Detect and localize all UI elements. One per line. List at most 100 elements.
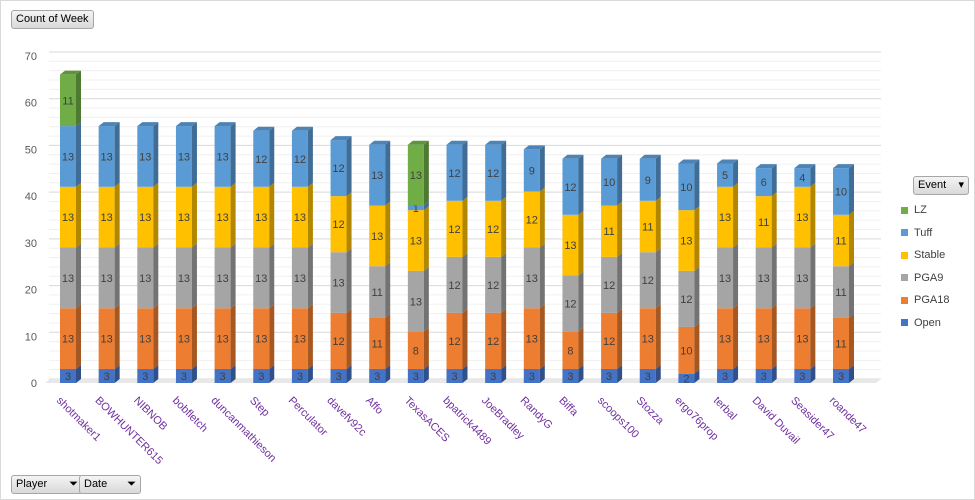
bar-segment-pga18[interactable] bbox=[523, 308, 540, 369]
bar-segment-open[interactable] bbox=[407, 368, 424, 383]
bar-segment-lz[interactable] bbox=[60, 74, 76, 127]
bar-segment-tuff[interactable] bbox=[485, 144, 502, 201]
bar-segment-stable[interactable] bbox=[794, 186, 811, 248]
bar-segment-stable[interactable] bbox=[369, 205, 386, 267]
bar-segment-pga9[interactable] bbox=[639, 252, 656, 309]
legend-field-button[interactable]: Event ▾ bbox=[913, 176, 969, 195]
bar-segment-open[interactable] bbox=[253, 368, 270, 383]
bar-segment-open[interactable] bbox=[485, 368, 502, 383]
bar-segment-pga18[interactable] bbox=[794, 308, 811, 369]
bar-segment-tuff[interactable] bbox=[446, 144, 463, 201]
bar-segment-pga9[interactable] bbox=[214, 247, 231, 309]
bar-segment-pga18[interactable] bbox=[562, 331, 579, 369]
bar-segment-open[interactable] bbox=[523, 368, 540, 383]
bar-segment-pga9[interactable] bbox=[446, 256, 463, 313]
bar-segment-open[interactable] bbox=[60, 368, 76, 383]
player-filter-button[interactable]: Player ⏷ bbox=[11, 475, 83, 494]
bar-segment-stable[interactable] bbox=[833, 214, 849, 267]
bar-segment-pga9[interactable] bbox=[678, 270, 695, 327]
bar-segment-pga9[interactable] bbox=[175, 247, 192, 309]
bar-segment-pga18[interactable] bbox=[330, 312, 347, 369]
bar-segment-stable[interactable] bbox=[175, 186, 192, 248]
bar-segment-pga9[interactable] bbox=[369, 266, 386, 318]
bar-segment-open[interactable] bbox=[794, 368, 811, 383]
bar-segment-stable[interactable] bbox=[253, 186, 270, 248]
bar-segment-tuff[interactable] bbox=[407, 205, 424, 211]
bar-segment-open[interactable] bbox=[562, 368, 579, 383]
bar-segment-stable[interactable] bbox=[601, 205, 618, 257]
bar-segment-tuff[interactable] bbox=[794, 168, 811, 187]
bar-segment-stable[interactable] bbox=[446, 200, 463, 257]
bar-segment-open[interactable] bbox=[137, 368, 154, 383]
bar-segment-stable[interactable] bbox=[523, 191, 540, 248]
bar-segment-tuff[interactable] bbox=[253, 130, 270, 187]
bar-segment-pga18[interactable] bbox=[833, 317, 849, 369]
bar-segment-stable[interactable] bbox=[60, 186, 76, 248]
bar-segment-pga18[interactable] bbox=[369, 317, 386, 369]
bar-segment-pga18[interactable] bbox=[253, 308, 270, 369]
bar-segment-tuff[interactable] bbox=[601, 158, 618, 206]
bar-segment-tuff[interactable] bbox=[60, 126, 76, 187]
bar-segment-pga18[interactable] bbox=[601, 312, 618, 369]
bar-segment-pga9[interactable] bbox=[601, 256, 618, 313]
bar-segment-pga9[interactable] bbox=[98, 247, 115, 309]
bar-segment-tuff[interactable] bbox=[291, 130, 308, 187]
bar-segment-open[interactable] bbox=[175, 368, 192, 383]
bar-segment-tuff[interactable] bbox=[755, 168, 772, 197]
bar-segment-pga18[interactable] bbox=[98, 308, 115, 369]
bar-segment-tuff[interactable] bbox=[678, 163, 695, 211]
bar-segment-stable[interactable] bbox=[137, 186, 154, 248]
bar-segment-open[interactable] bbox=[369, 368, 386, 383]
bar-segment-stable[interactable] bbox=[214, 186, 231, 248]
bar-segment-tuff[interactable] bbox=[330, 140, 347, 197]
bar-segment-open[interactable] bbox=[291, 368, 308, 383]
bar-segment-pga9[interactable] bbox=[717, 247, 734, 309]
bar-segment-pga18[interactable] bbox=[291, 308, 308, 369]
bar-segment-tuff[interactable] bbox=[175, 126, 192, 187]
bar-segment-open[interactable] bbox=[446, 368, 463, 383]
bar-segment-tuff[interactable] bbox=[833, 168, 849, 215]
bar-segment-open[interactable] bbox=[833, 368, 849, 383]
bar-segment-open[interactable] bbox=[639, 368, 656, 383]
bar-segment-tuff[interactable] bbox=[214, 126, 231, 187]
bar-segment-pga18[interactable] bbox=[639, 308, 656, 369]
bar-segment-pga9[interactable] bbox=[407, 270, 424, 332]
bar-segment-tuff[interactable] bbox=[523, 149, 540, 192]
bar-segment-open[interactable] bbox=[717, 368, 734, 383]
bar-segment-pga18[interactable] bbox=[60, 308, 76, 369]
bar-segment-pga18[interactable] bbox=[137, 308, 154, 369]
bar-segment-tuff[interactable] bbox=[137, 126, 154, 187]
bar-segment-pga18[interactable] bbox=[214, 308, 231, 369]
bar-segment-stable[interactable] bbox=[639, 200, 656, 253]
bar-segment-open[interactable] bbox=[755, 368, 772, 383]
bar-segment-stable[interactable] bbox=[485, 200, 502, 257]
bar-segment-stable[interactable] bbox=[717, 186, 734, 248]
bar-segment-pga18[interactable] bbox=[717, 308, 734, 369]
bar-segment-stable[interactable] bbox=[98, 186, 115, 248]
bar-segment-stable[interactable] bbox=[330, 196, 347, 253]
bar-segment-stable[interactable] bbox=[562, 214, 579, 276]
bar-segment-pga9[interactable] bbox=[485, 256, 502, 313]
bar-segment-pga18[interactable] bbox=[485, 312, 502, 369]
bar-segment-open[interactable] bbox=[601, 368, 618, 383]
bar-segment-pga9[interactable] bbox=[137, 247, 154, 309]
values-field-button[interactable]: Count of Week bbox=[11, 10, 94, 29]
bar-segment-open[interactable] bbox=[330, 368, 347, 383]
bar-segment-stable[interactable] bbox=[407, 210, 424, 271]
bar-segment-tuff[interactable] bbox=[639, 158, 656, 201]
bar-segment-tuff[interactable] bbox=[717, 163, 734, 187]
bar-segment-pga18[interactable] bbox=[678, 326, 695, 374]
bar-segment-stable[interactable] bbox=[678, 210, 695, 271]
bar-segment-pga9[interactable] bbox=[755, 247, 772, 309]
bar-segment-pga9[interactable] bbox=[833, 266, 849, 318]
bar-segment-open[interactable] bbox=[98, 368, 115, 383]
bar-segment-tuff[interactable] bbox=[369, 144, 386, 206]
bar-segment-tuff[interactable] bbox=[562, 158, 579, 215]
bar-segment-pga9[interactable] bbox=[523, 247, 540, 309]
bar-segment-open[interactable] bbox=[214, 368, 231, 383]
bar-segment-pga9[interactable] bbox=[330, 252, 347, 313]
bar-segment-pga18[interactable] bbox=[175, 308, 192, 369]
bar-segment-pga18[interactable] bbox=[446, 312, 463, 369]
bar-segment-lz[interactable] bbox=[407, 144, 424, 206]
bar-segment-pga9[interactable] bbox=[253, 247, 270, 309]
